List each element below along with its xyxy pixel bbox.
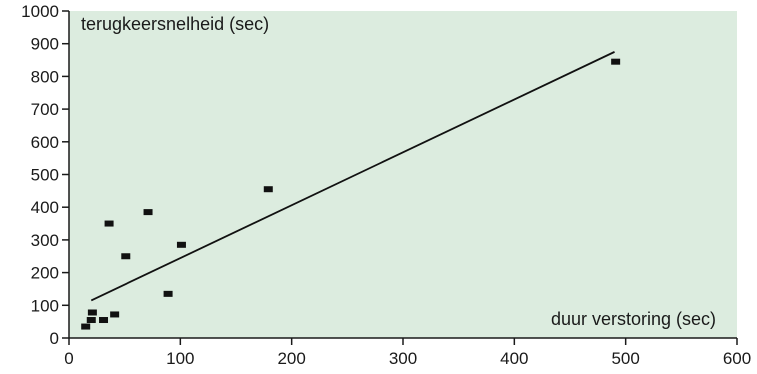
y-axis-label: terugkeersnelheid (sec): [81, 14, 269, 34]
data-point: [176, 241, 186, 248]
y-tick-label: 0: [50, 329, 59, 348]
data-point: [163, 290, 173, 297]
x-tick-label: 100: [166, 349, 194, 368]
x-tick-label: 0: [64, 349, 73, 368]
data-point: [611, 58, 621, 65]
y-tick-label: 1000: [21, 2, 59, 21]
data-point: [263, 186, 273, 193]
y-tick-label: 100: [31, 296, 59, 315]
y-tick-label: 400: [31, 198, 59, 217]
y-tick-label: 800: [31, 67, 59, 86]
y-tick-label: 200: [31, 264, 59, 283]
trend-line: [90, 51, 615, 302]
x-tick-label: 200: [277, 349, 305, 368]
x-axis-label: duur verstoring (sec): [551, 309, 716, 329]
y-tick-label: 600: [31, 133, 59, 152]
y-tick-label: 700: [31, 100, 59, 119]
data-point: [121, 253, 131, 260]
data-point: [86, 317, 96, 324]
x-tick-label: 300: [389, 349, 417, 368]
y-tick-label: 300: [31, 231, 59, 250]
x-tick-label: 400: [500, 349, 528, 368]
y-tick-label: 500: [31, 166, 59, 185]
data-point: [99, 317, 109, 324]
plot-area: [69, 11, 737, 338]
data-point: [143, 209, 153, 216]
data-point: [110, 311, 120, 318]
y-axis-ticks: 0 100 200 300 400 500 600 700 800 900 1000: [21, 2, 69, 348]
x-tick-label: 600: [723, 349, 751, 368]
data-point: [104, 220, 114, 227]
data-points: [81, 58, 621, 330]
x-tick-label: 500: [611, 349, 639, 368]
data-point: [81, 323, 91, 330]
data-point: [87, 309, 97, 316]
x-axis-ticks: 0 100 200 300 400 500 600: [64, 338, 751, 368]
y-tick-label: 900: [31, 35, 59, 54]
